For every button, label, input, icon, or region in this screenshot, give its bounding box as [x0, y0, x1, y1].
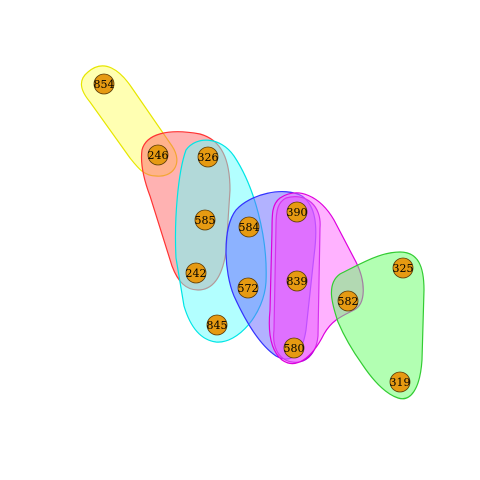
node-label: 326 [198, 151, 219, 164]
node-854: 854 [94, 74, 115, 94]
node-label: 839 [287, 275, 308, 288]
node-582: 582 [338, 291, 359, 311]
node-390: 390 [287, 202, 308, 222]
node-839: 839 [287, 271, 308, 291]
node-label: 325 [393, 262, 414, 275]
node-label: 319 [390, 376, 411, 389]
node-label: 845 [207, 319, 228, 332]
node-246: 246 [148, 145, 169, 165]
node-845: 845 [207, 315, 228, 335]
node-326: 326 [198, 147, 219, 167]
node-572: 572 [238, 278, 259, 298]
node-label: 580 [284, 342, 305, 355]
node-label: 390 [287, 206, 308, 219]
node-319: 319 [390, 372, 411, 392]
node-label: 572 [238, 282, 259, 295]
node-label: 582 [338, 295, 359, 308]
node-242: 242 [186, 263, 207, 283]
node-label: 242 [186, 267, 207, 280]
node-325: 325 [393, 258, 414, 278]
node-label: 246 [148, 149, 169, 162]
node-585: 585 [195, 210, 216, 230]
node-label: 854 [94, 78, 115, 91]
node-label: 584 [239, 221, 260, 234]
node-584: 584 [239, 217, 260, 237]
node-label: 585 [195, 214, 216, 227]
node-580: 580 [284, 338, 305, 358]
